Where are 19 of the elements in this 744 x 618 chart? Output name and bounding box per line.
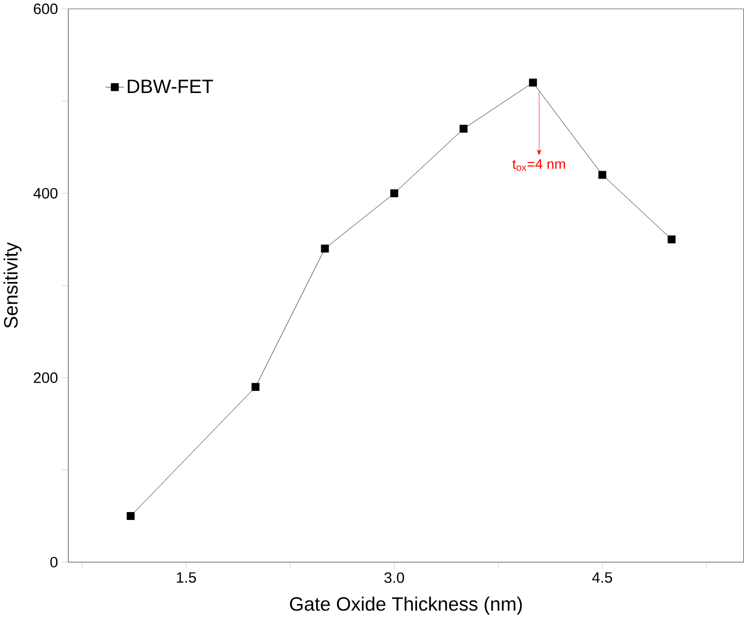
point — [528, 78, 537, 86]
point — [126, 512, 135, 520]
x-tick-label: 4.5 — [592, 572, 612, 583]
x-axis-title: Gate Oxide Thickness (nm) — [290, 596, 522, 615]
x-tick-label: 3.0 — [384, 572, 404, 583]
annotation: t$_{ox}$=4 nm — [512, 159, 565, 171]
point — [598, 170, 606, 179]
legend-label: DBW-FET — [128, 80, 214, 93]
x-tick-label: 1.5 — [176, 572, 196, 583]
y-axis-title: Sensitivity — [4, 242, 22, 328]
point — [460, 124, 468, 133]
point — [320, 244, 329, 252]
point — [252, 382, 260, 391]
y-tick-label: 400 — [33, 188, 58, 198]
y-tick-label: 200 — [34, 372, 58, 383]
y-tick-label: 0 — [50, 556, 58, 568]
point — [668, 235, 676, 244]
y-tick-label: 600 — [34, 3, 58, 14]
point — [390, 189, 398, 198]
